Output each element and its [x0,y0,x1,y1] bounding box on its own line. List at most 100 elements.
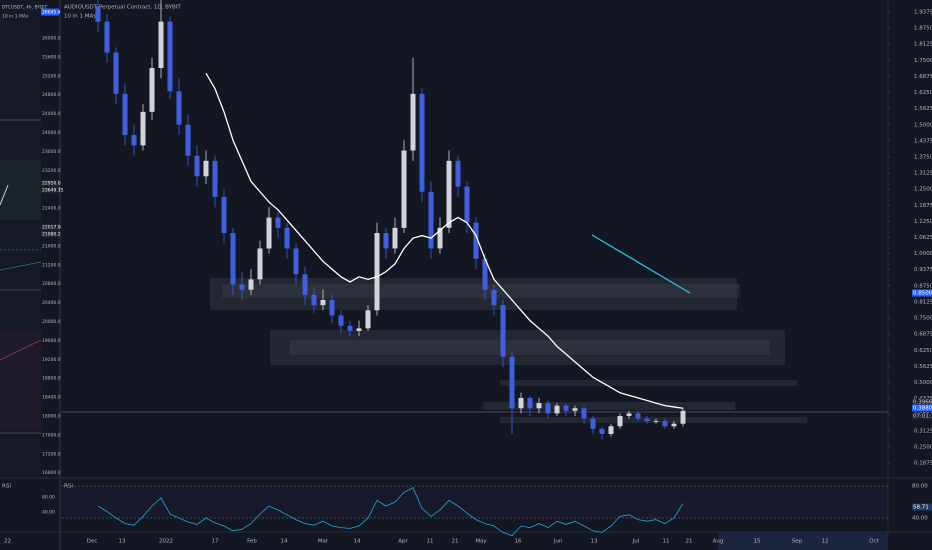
zone [483,402,735,410]
left-badge-label: 21980.2 [42,232,61,238]
left-price-label: 18400.0 [42,395,61,401]
zone [500,417,807,423]
price-tick-label: 1.5625 [914,106,932,112]
left-price-label: 19600.0 [42,338,61,344]
left-time-label: 22 [4,539,11,545]
candle-body [239,284,245,290]
candle-body [95,6,101,22]
time-label: 12 [822,539,829,545]
candle-body [383,232,389,249]
trend-line [591,234,691,294]
candle-body [437,227,443,249]
main-title: AUDIOUSDT Perpetual Contract, 1D, BYBIT [64,5,181,11]
time-label: 21 [686,539,693,545]
candle-body [671,423,677,427]
candle-body [590,418,596,429]
price-tick-label: 1.8750 [914,26,932,32]
candle-body [122,93,128,136]
price-tick-label: 0.9375 [914,267,932,273]
time-range [718,532,888,550]
candle-body [275,217,281,228]
candle-body [113,52,119,94]
rsi-band [62,486,888,518]
price-tick-label: 1.1875 [914,203,932,209]
candle-body [257,248,263,280]
candle-body [131,135,137,146]
zones [210,278,807,423]
left-price-label: 19200.0 [42,357,61,363]
price-tick-label: 0.5625 [914,364,932,370]
candle-body [662,421,668,427]
candle-body [536,403,542,409]
candle-body [347,325,353,331]
candle-body [644,418,650,422]
zone [500,380,797,386]
candle-body [473,222,479,259]
zone [270,330,785,365]
candle-body [500,305,506,357]
price-tick-label: 1.9375 [914,10,932,16]
candle-body [338,315,344,326]
candle-body [401,150,407,228]
left-price-label: 23600.0 [42,149,61,155]
candle-body [572,408,578,411]
candle-body [518,397,524,409]
time-label: Jul [632,539,640,545]
left-price-label: 24800.0 [42,92,61,98]
price-tick-label: 1.3125 [914,171,932,177]
left-price-label: 22400.0 [42,206,61,212]
time-label: Mar [318,539,329,545]
price-badge [912,398,932,406]
candle-body [248,279,254,290]
left-price-label: 18000.0 [42,414,61,420]
candle-body [320,299,326,306]
candle-body [599,428,605,435]
left-badge-label: 26645.4 [42,10,61,16]
candle-body [581,408,587,419]
candle-body [230,232,236,285]
left-price-label: 16800.0 [42,470,61,476]
left-badge [41,8,59,16]
price-tick-label: 0.8750 [914,283,932,289]
left-price-label: 17200.0 [42,451,61,457]
candle-body [365,310,371,329]
candle-body [212,160,218,197]
time-label: 17 [212,539,219,545]
left-price-label: 20800.0 [42,281,61,287]
candle-body [527,397,533,409]
price-tick-label: 1.0625 [914,235,932,241]
price-tick-label: 0.3125 [914,428,932,434]
left-line [0,261,42,271]
candle-body [509,356,515,409]
time-label: Dec [87,539,98,545]
price-tick-label: 1.4375 [914,138,932,144]
left-rsi-label: 40.00 [42,510,55,516]
left-price-label: 24000.0 [42,130,61,136]
time-label: Apr [398,539,408,545]
candle-body [419,93,425,192]
left-price [0,184,9,206]
price-tick-label: 1.0000 [914,251,932,257]
price-tick-label: 0.2500 [914,444,932,450]
time-label: 13 [119,539,126,545]
left-badge-label: 22017.0 [42,225,61,231]
left-badge [41,179,59,187]
moving-average [205,72,684,409]
candle-body [293,248,299,275]
candle-body [626,413,632,416]
time-label: Feb [247,539,257,545]
candle-body [428,191,434,249]
price-tick-label: 1.8125 [914,42,932,48]
rsi-tick-label: 40.00 [912,516,928,522]
candle-body [455,160,461,187]
candle-body [266,217,272,249]
rsi-badge [912,503,932,511]
time-label: May [475,539,487,545]
candle-body [149,68,155,112]
price-tick-label: 0.1875 [914,461,932,467]
left-price-label: 21200.0 [42,262,61,268]
candle-body [545,403,551,414]
left-price-label: 26000.0 [42,36,61,42]
